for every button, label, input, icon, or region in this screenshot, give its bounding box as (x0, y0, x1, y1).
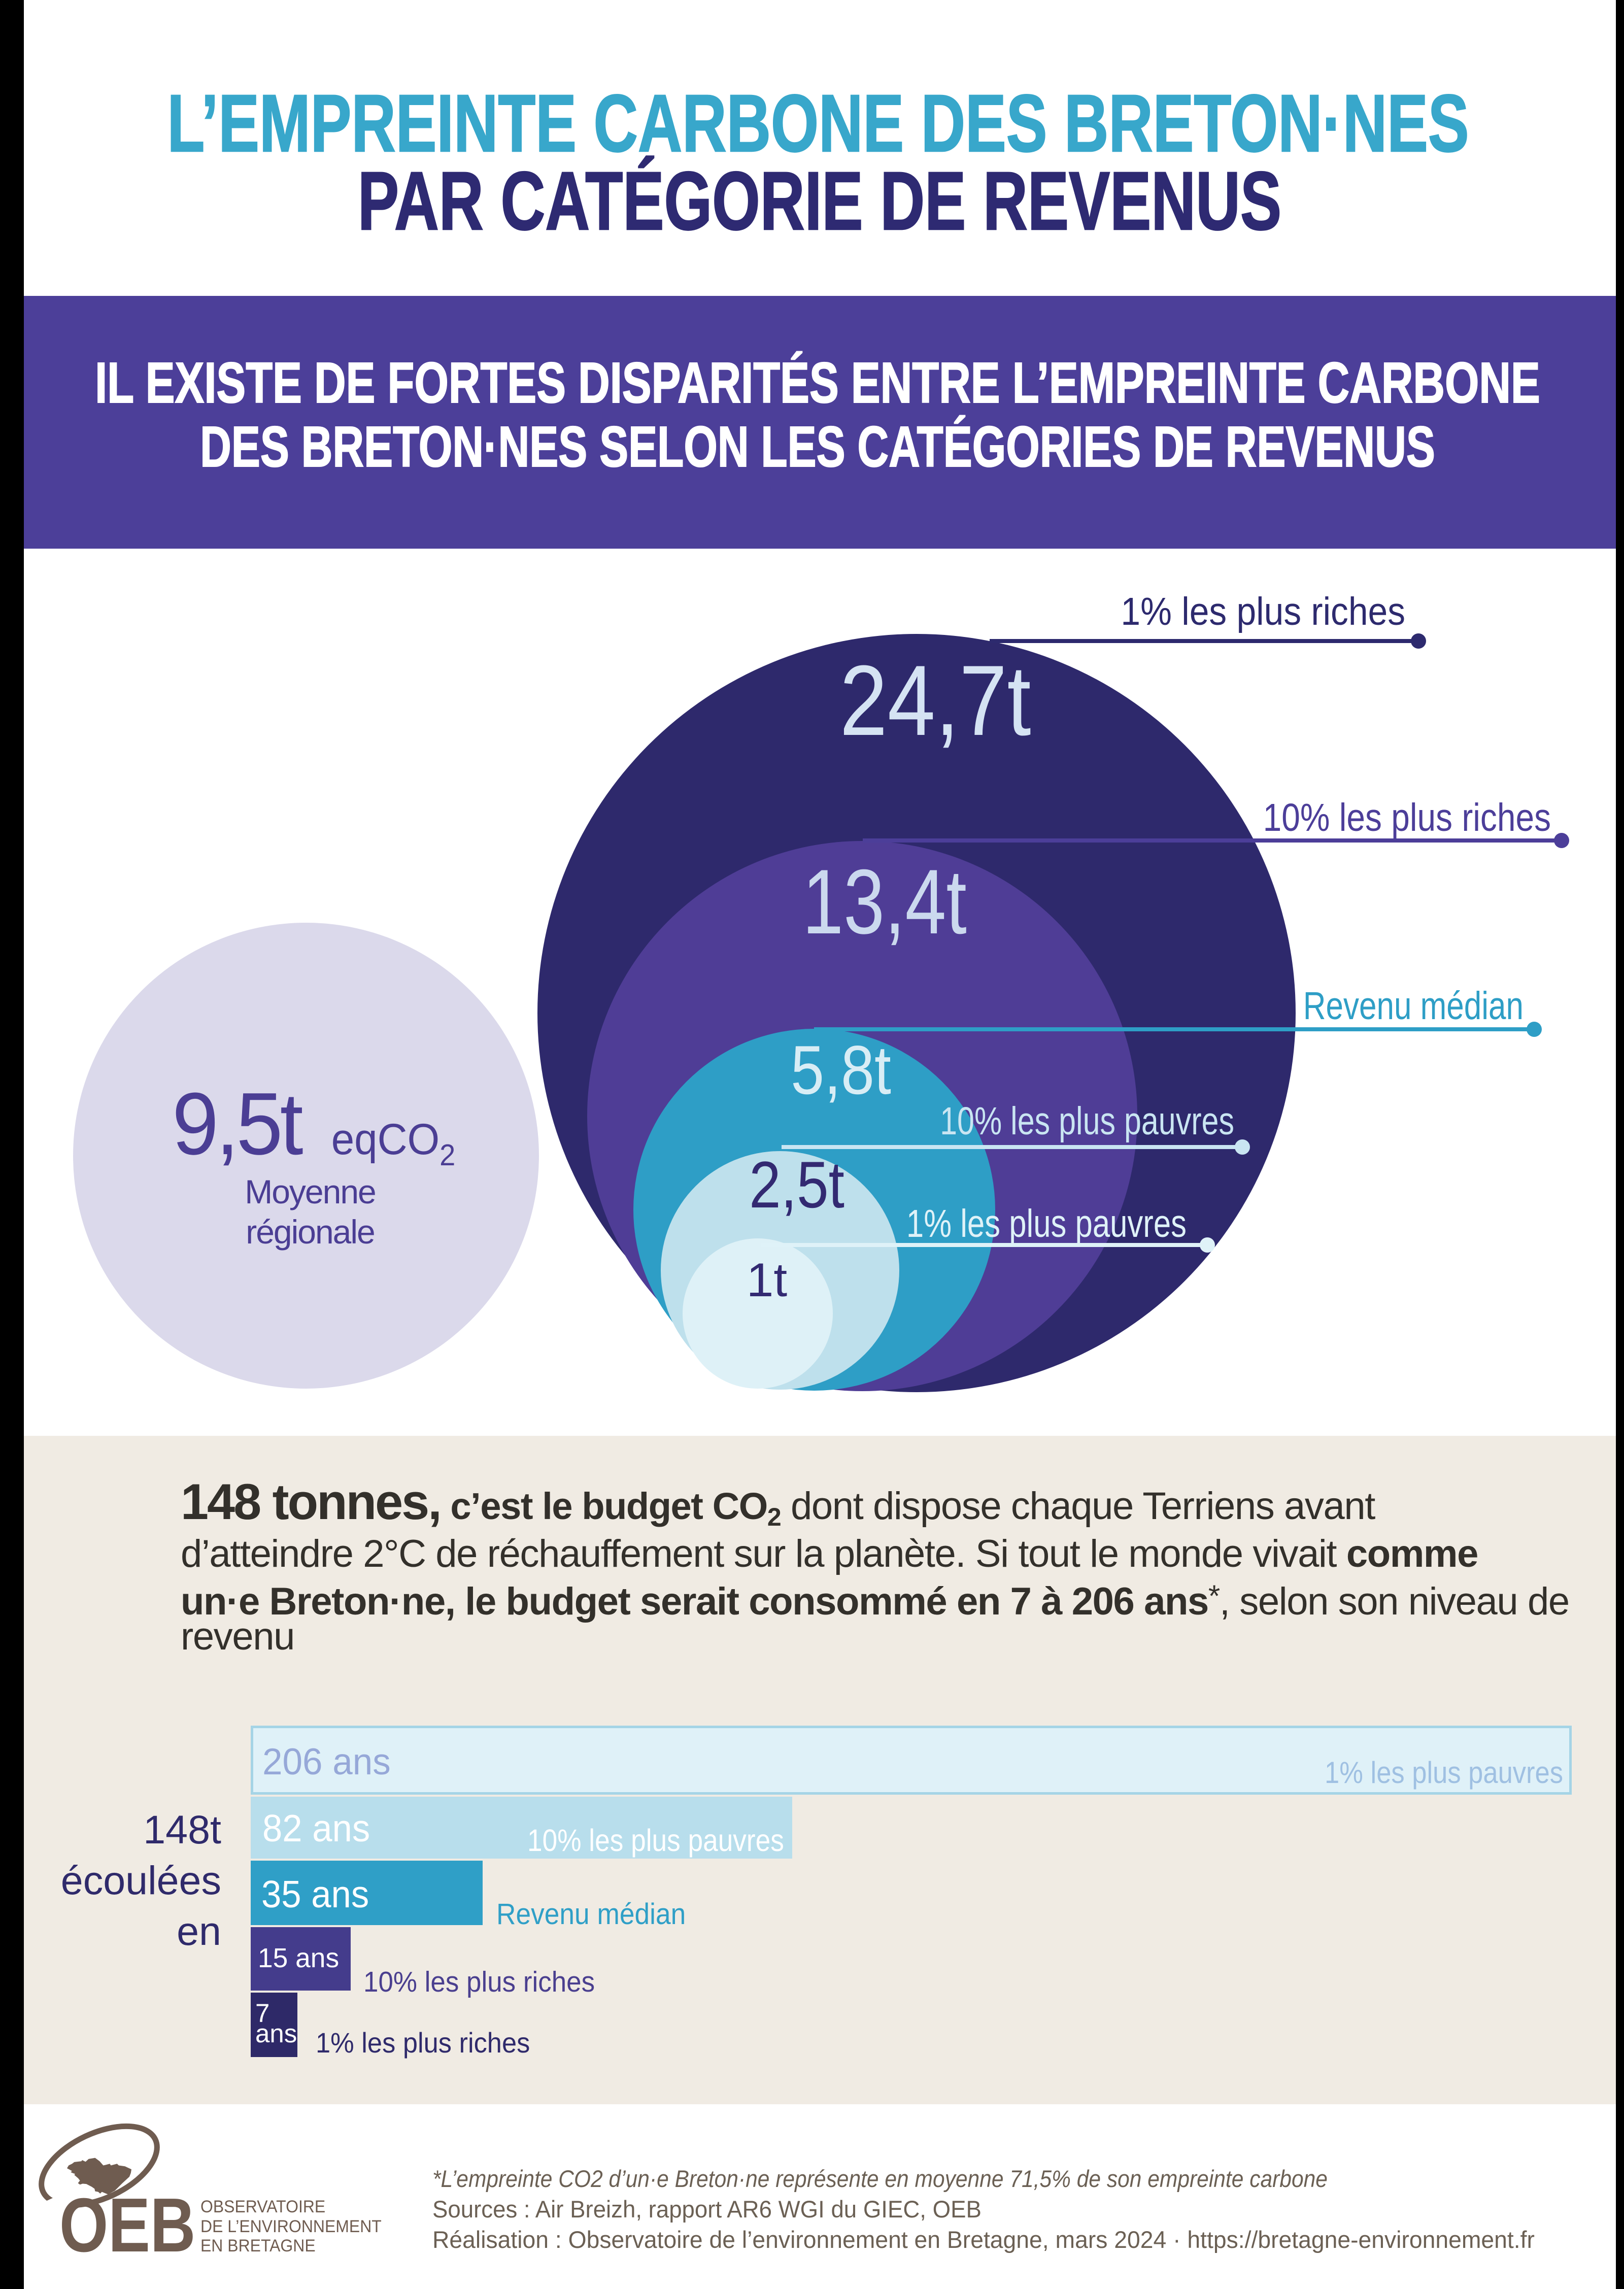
svg-text:DE L’ENVIRONNEMENT: DE L’ENVIRONNEMENT (200, 2216, 382, 2236)
svg-text:OBSERVATOIRE: OBSERVATOIRE (200, 2197, 325, 2216)
svg-text:OEB: OEB (59, 2182, 195, 2268)
svg-text:EN BRETAGNE: EN BRETAGNE (200, 2236, 316, 2255)
